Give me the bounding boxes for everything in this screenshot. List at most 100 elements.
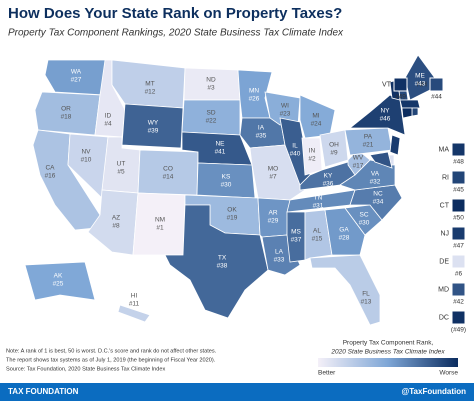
state-abbr: NJ [440,230,449,237]
state-abbr: SC [359,212,368,219]
state-rank: #31 [313,203,324,210]
state-abbr: TX [218,255,227,262]
state-rank: #22 [206,118,217,125]
state-rank: #15 [312,236,323,243]
state [399,99,421,109]
state-abbr: CT [440,202,450,209]
footer-left: TAX FOUNDATION [8,387,79,396]
state-rank: #42 [453,299,464,306]
state-abbr: NH [417,81,427,88]
state-rank: #1 [156,225,164,232]
state-rank: #23 [280,111,291,118]
footer-right: @TaxFoundation [401,387,466,396]
state-rank: #40 [290,151,301,158]
state-rank: #19 [227,215,238,222]
state-rank: #6 [455,271,463,278]
state-abbr: WI [281,103,289,110]
state-abbr: IA [258,125,265,132]
state-rank: #8 [112,223,120,230]
state-box [451,142,466,157]
state [389,134,401,156]
state [401,107,413,119]
state-abbr: FL [362,291,370,298]
state-abbr: SD [206,110,215,117]
state-rank: #47 [453,243,464,250]
state-rank: #13 [361,299,372,306]
state-box [451,310,466,325]
state [117,304,151,323]
state-box [451,282,466,297]
state-abbr: WA [71,69,82,76]
state-abbr: AL [313,228,321,235]
state-rank: #9 [330,150,338,157]
state-rank: #33 [274,257,285,264]
state-rank: #37 [291,237,302,244]
legend-title: 2020 State Business Tax Climate Index [330,349,445,356]
legend-low: Better [318,370,336,377]
state-abbr: VT [382,81,392,88]
state-abbr: GA [339,227,349,234]
state-rank: #32 [370,179,381,186]
state-rank: #36 [323,181,334,188]
state-rank: #29 [268,218,279,225]
state-rank: #34 [373,199,384,206]
state-rank: #4 [104,121,112,128]
state-rank: #41 [215,149,226,156]
state-rank: #10 [81,157,92,164]
state-abbr: OH [329,142,339,149]
state-abbr: OK [227,207,237,214]
subtitle: Property Tax Component Rankings, 2020 St… [8,28,344,39]
state [324,207,366,256]
state-abbr: IN [309,148,316,155]
state-rank: #7 [269,174,277,181]
state-abbr: MN [249,88,259,95]
state-abbr: ID [105,113,112,120]
state-rank: (#49) [451,327,466,334]
state-abbr: ND [206,77,216,84]
state-abbr: MD [438,286,449,293]
state-abbr: TN [314,195,323,202]
state-abbr: KS [222,174,231,181]
state-abbr: MI [312,113,319,120]
state [309,254,381,326]
state-abbr: CA [45,165,55,172]
state [121,103,184,149]
state-rank: #26 [249,96,260,103]
state-rank: #45 [453,187,464,194]
state-box [451,170,466,185]
state-rank: #30 [221,182,232,189]
state-abbr: LA [275,249,284,256]
state-abbr: DC [439,314,449,321]
state-rank: #21 [363,142,374,149]
legend-gradient [318,358,458,367]
footer-bar [0,383,474,401]
state-abbr: PA [364,134,373,141]
state-rank: #3 [207,85,215,92]
state-box [451,254,466,269]
state-abbr: WV [353,155,364,162]
legend-title: Property Tax Component Rank, [343,340,434,347]
title: How Does Your State Rank on Property Tax… [8,5,342,22]
state-rank: #27 [71,77,82,84]
state-rank: #43 [415,81,426,88]
state-abbr: CO [163,166,173,173]
note: The report shows tax systems as of July … [6,357,216,363]
state-rank: #35 [256,133,267,140]
state-abbr: NC [373,191,383,198]
state-abbr: HI [131,293,138,300]
state-box [451,226,466,241]
state-rank: #17 [353,163,364,170]
state-rank: #12 [145,89,156,96]
state-rank: #30 [359,220,370,227]
state-abbr: AR [268,210,277,217]
state-rank: #46 [380,116,391,123]
state-box [429,77,444,92]
state [304,209,333,261]
state [34,91,101,136]
state-rank: #11 [129,301,140,308]
state-rank: #18 [61,114,72,121]
state-rank: #39 [148,128,159,135]
state-abbr: NM [155,217,165,224]
